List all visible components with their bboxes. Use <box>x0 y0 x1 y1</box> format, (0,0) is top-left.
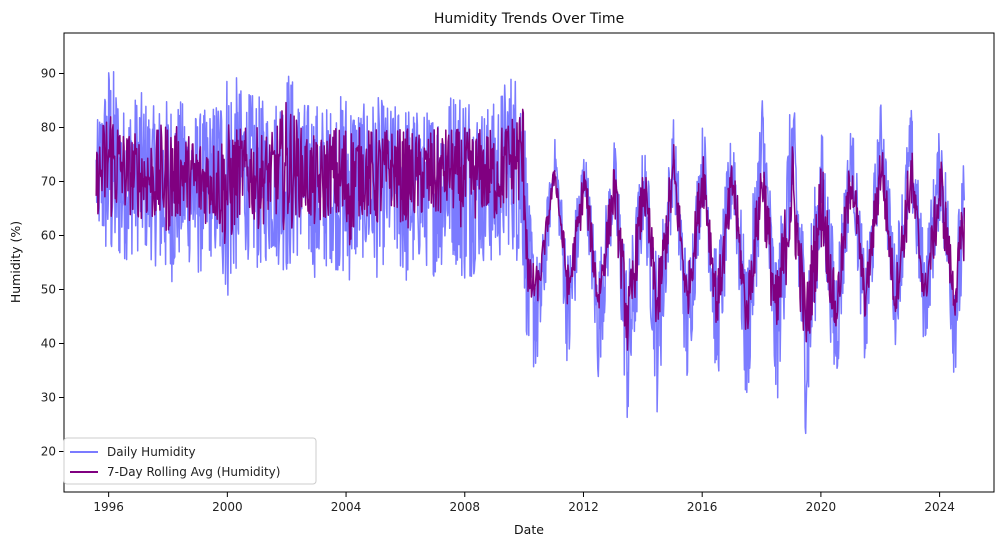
x-tick-label: 2020 <box>806 500 837 514</box>
x-tick-label: 2016 <box>687 500 718 514</box>
x-tick-label: 1996 <box>93 500 124 514</box>
x-tick-label: 2000 <box>212 500 243 514</box>
x-axis: 1996 2000 2004 2008 2012 2016 2020 2024 <box>93 492 955 514</box>
legend-box <box>63 437 317 485</box>
x-tick-label: 2008 <box>449 500 480 514</box>
x-tick-label: 2024 <box>924 500 955 514</box>
y-tick-label: 70 <box>41 175 56 189</box>
y-axis-title: Humidity (%) <box>8 221 23 303</box>
legend: Daily Humidity 7-Day Rolling Avg (Humidi… <box>63 437 317 485</box>
plot-frame <box>63 32 995 493</box>
x-tick-label: 2012 <box>568 500 599 514</box>
y-tick-label: 40 <box>41 337 56 351</box>
legend-label-rolling: 7-Day Rolling Avg (Humidity) <box>107 465 280 479</box>
legend-label-daily: Daily Humidity <box>107 445 196 459</box>
y-tick-label: 20 <box>41 445 56 459</box>
chart-title: Humidity Trends Over Time <box>434 11 624 27</box>
rolling-avg-line <box>95 101 966 351</box>
x-tick-label: 2004 <box>331 500 362 514</box>
y-axis: 20 30 40 50 60 70 80 90 <box>41 67 64 459</box>
y-tick-label: 50 <box>41 283 56 297</box>
series-layer <box>95 70 966 435</box>
daily-humidity-line <box>95 70 966 435</box>
x-axis-title: Date <box>514 522 544 537</box>
y-tick-label: 60 <box>41 229 56 243</box>
y-tick-label: 90 <box>41 67 56 81</box>
y-tick-label: 80 <box>41 121 56 135</box>
y-tick-label: 30 <box>41 391 56 405</box>
